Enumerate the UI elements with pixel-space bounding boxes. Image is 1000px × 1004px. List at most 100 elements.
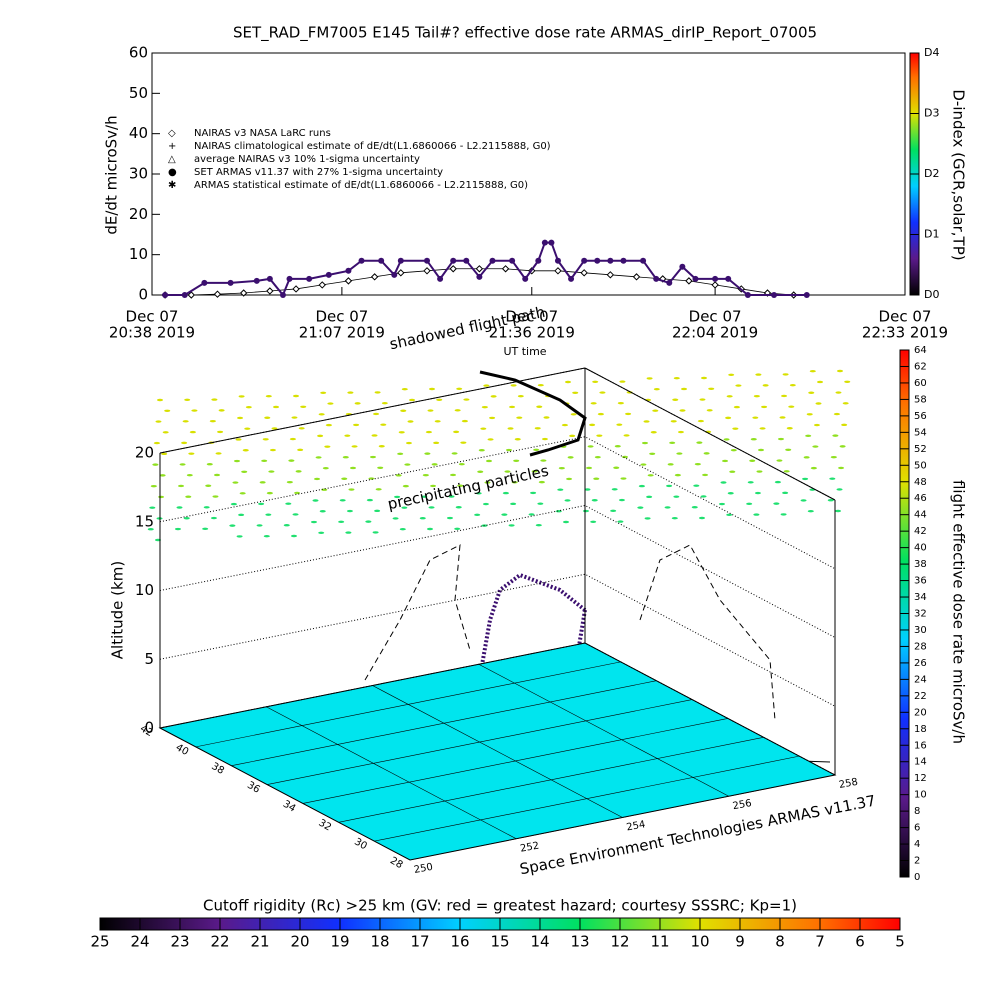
data-point — [424, 257, 431, 264]
x-tick-label: Dec 07 — [315, 308, 368, 326]
particle — [293, 394, 299, 398]
particle — [827, 499, 834, 502]
particle — [572, 391, 579, 394]
colorbar-tick-label: 12 — [914, 773, 927, 784]
particle — [533, 448, 540, 452]
particle — [613, 466, 620, 469]
particle — [611, 488, 618, 491]
data-point — [620, 257, 627, 264]
colorbar-tick-label: 24 — [130, 933, 149, 951]
particle — [530, 491, 537, 495]
particle — [701, 376, 707, 380]
data-point — [476, 273, 483, 280]
particle — [779, 416, 786, 419]
particle — [395, 474, 402, 477]
particle — [185, 495, 192, 498]
grid-line — [584, 642, 836, 776]
particle — [836, 488, 843, 491]
y-tick-label: 30 — [352, 836, 369, 852]
particle — [842, 402, 849, 405]
particle — [805, 434, 812, 438]
particle — [540, 459, 547, 462]
colorbar-tick-label: 30 — [914, 625, 927, 636]
particle — [844, 380, 851, 383]
particle — [456, 387, 463, 390]
particle — [697, 419, 704, 423]
y-tick-label: 28 — [388, 855, 405, 871]
particle — [397, 452, 404, 456]
particle — [405, 441, 412, 445]
grid-line — [159, 727, 411, 861]
particle — [232, 481, 239, 484]
y2-tick-label: D1 — [924, 228, 939, 241]
particle — [700, 495, 707, 498]
particle — [753, 394, 760, 398]
particle — [288, 459, 295, 462]
particle — [808, 391, 815, 394]
colorbar-tick-label: 11 — [650, 933, 669, 951]
particle — [582, 509, 589, 513]
particle — [537, 502, 544, 505]
particle — [599, 391, 606, 394]
particle — [450, 473, 457, 477]
particle — [245, 405, 252, 409]
colorbar-tick-label: 4 — [914, 839, 920, 850]
particle — [353, 423, 360, 427]
legend-symbol: ● — [168, 167, 177, 178]
particle — [398, 431, 405, 434]
colorbar-tick-label: 23 — [170, 933, 189, 951]
particle — [283, 524, 290, 527]
data-point — [358, 257, 365, 264]
data-point — [711, 281, 719, 289]
particle — [835, 391, 842, 394]
particle — [730, 448, 737, 452]
data-point — [522, 275, 529, 282]
z-tick-label: 20 — [135, 444, 154, 462]
data-point — [679, 263, 686, 270]
particle — [297, 448, 304, 452]
particle — [291, 416, 298, 419]
particle — [344, 434, 351, 437]
legend-label: NAIRAS v3 NASA LaRC runs — [194, 128, 331, 139]
particle — [693, 484, 700, 487]
particle — [718, 502, 725, 506]
particle — [312, 499, 319, 502]
particle — [507, 427, 514, 430]
particle — [702, 473, 709, 477]
particle — [453, 430, 460, 434]
particle — [269, 448, 276, 452]
particle — [158, 495, 165, 499]
data-point — [580, 269, 588, 277]
particle — [409, 398, 416, 402]
particle — [830, 455, 837, 459]
data-point — [201, 279, 208, 286]
grid-line — [159, 573, 836, 707]
legend-symbol: ◇ — [168, 128, 176, 139]
particle — [457, 484, 464, 487]
particle — [754, 491, 761, 495]
y2-tick-label: D4 — [924, 46, 939, 59]
particle — [670, 420, 677, 423]
data-point — [685, 277, 693, 285]
colorbar-tick-label: 10 — [914, 790, 927, 801]
particle — [377, 466, 384, 469]
particle — [774, 480, 781, 484]
particle — [567, 456, 574, 459]
particle — [206, 463, 213, 466]
data-point — [266, 275, 273, 282]
particle — [404, 463, 411, 466]
particle — [590, 520, 597, 523]
particle — [676, 452, 683, 455]
data-point — [535, 257, 542, 264]
particle — [325, 423, 332, 427]
particle — [502, 491, 509, 495]
particle — [672, 398, 679, 401]
particle — [673, 495, 680, 498]
particle — [565, 380, 571, 384]
data-point — [286, 275, 293, 282]
particle — [510, 502, 517, 506]
particle — [596, 434, 603, 437]
colorbar-tick-label: 0 — [914, 872, 920, 883]
colorbar-tick-label: 12 — [610, 933, 629, 951]
